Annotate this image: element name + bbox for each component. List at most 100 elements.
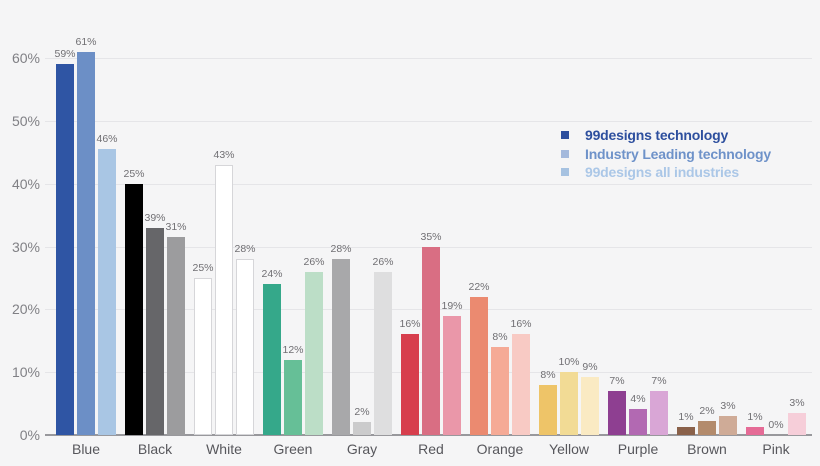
legend: 99designs technology Industry Leading te… (561, 126, 771, 182)
bar-orange-99designs-all-industries (512, 334, 530, 435)
bar-red-99designs-technology (401, 334, 419, 435)
bar-value-label: 10% (558, 356, 580, 369)
bar-slot: 25% (123, 58, 145, 435)
gridline (45, 58, 812, 59)
bar-value-label: 35% (420, 230, 442, 243)
bar-gray-99designs-technology (332, 259, 350, 435)
x-axis-category-label: White (206, 441, 242, 457)
bar-value-label: 28% (234, 243, 256, 256)
bar-value-label: 12% (282, 343, 304, 356)
x-axis-category-label: Orange (476, 441, 524, 457)
bar-slot: 3% (788, 58, 806, 435)
bar-slot: 8% (539, 58, 557, 435)
bar-value-label: 2% (354, 406, 370, 419)
bar-value-label: 25% (192, 261, 214, 274)
bar-value-label: 61% (75, 35, 97, 48)
y-axis-tick-label: 50% (11, 112, 40, 129)
bar-slot: 26% (372, 58, 394, 435)
bar-value-label: 28% (330, 243, 352, 256)
bar-green-99designs-technology (263, 284, 281, 435)
bar-value-label: 19% (441, 299, 463, 312)
legend-label: Industry Leading technology (585, 145, 771, 162)
bar-pink-99designs-technology (746, 426, 764, 435)
y-axis-tick-label: 20% (11, 301, 40, 318)
bar-yellow-99designs-technology (539, 384, 557, 435)
bar-value-label: 1% (678, 411, 694, 424)
legend-swatch-icon (561, 149, 569, 158)
bar-value-label: 7% (651, 375, 667, 388)
bar-slot: 26% (303, 58, 325, 435)
x-axis-category-label: Yellow (549, 441, 589, 457)
y-axis-tick-label: 10% (11, 364, 40, 381)
bar-brown-industry-leading-technology (698, 421, 716, 435)
bar-value-label: 43% (213, 148, 235, 161)
legend-swatch-icon (561, 168, 569, 177)
bar-value-label: 8% (540, 368, 556, 381)
bar-slot: 28% (330, 58, 352, 435)
plot-area: 59% 61% 46% Blue 25% 39% 31% Black 25% 43% 28% Whit… (54, 36, 806, 457)
bar-slot: 9% (581, 58, 599, 435)
bar-value-label: 4% (630, 392, 646, 405)
bar-slot: 7% (650, 58, 668, 435)
bar-slot: 2% (698, 58, 716, 435)
bar-orange-99designs-technology (470, 296, 488, 435)
x-axis-category-label: Gray (346, 441, 378, 457)
bar-green-99designs-all-industries (305, 271, 323, 435)
bar-gray-99designs-all-industries (374, 271, 392, 435)
bar-value-label: 8% (492, 331, 508, 344)
bar-black-99designs-all-industries (167, 237, 185, 435)
bar-value-label: 25% (123, 167, 145, 180)
bar-purple-99designs-technology (608, 391, 626, 435)
bar-group-green: 24% 12% 26% Green (261, 58, 325, 457)
bar-slot: 61% (75, 36, 97, 435)
bar-slot: 22% (468, 58, 490, 435)
bar-value-label: 24% (261, 268, 283, 281)
bar-group-red: 16% 35% 19% Red (399, 58, 463, 457)
bar-pink-99designs-all-industries (788, 413, 806, 435)
bar-slot: 28% (234, 58, 256, 435)
bar-group-purple: 7% 4% 7% Purple (608, 58, 668, 457)
y-axis-tick-label: 30% (11, 238, 40, 255)
bar-blue-99designs-technology (56, 64, 74, 435)
gridline (45, 183, 812, 185)
bar-slot: 1% (677, 58, 695, 435)
x-axis-category-label: Red (418, 441, 444, 457)
bar-white-99designs-technology (194, 277, 212, 435)
bar-slot: 2% (353, 58, 371, 435)
bar-value-label: 39% (144, 211, 166, 224)
y-axis-tick-label: 60% (11, 50, 40, 66)
bar-group-black: 25% 39% 31% Black (123, 58, 186, 457)
bar-value-label: 7% (609, 375, 625, 388)
y-axis-tick-label: 40% (11, 175, 40, 192)
bar-value-label: 9% (582, 360, 598, 373)
bar-slot: 25% (192, 58, 214, 435)
legend-label: 99designs technology (585, 127, 729, 144)
bar-yellow-industry-leading-technology (560, 372, 578, 435)
x-axis-category-label: Brown (687, 441, 727, 457)
bar-blue-99designs-all-industries (98, 149, 116, 435)
bar-slot: 59% (54, 49, 76, 435)
x-axis-category-label: Black (137, 441, 173, 457)
bar-black-99designs-technology (125, 183, 143, 435)
bar-value-label: 59% (54, 48, 76, 61)
bar-gray-industry-leading-technology (353, 422, 371, 435)
bar-slot: 10% (558, 58, 580, 435)
bar-slot: 4% (629, 58, 647, 435)
bar-group-yellow: 8% 10% 9% Yellow (539, 58, 599, 457)
bar-red-industry-leading-technology (422, 246, 440, 435)
bar-group-pink: 1% 0% 3% Pink (746, 58, 806, 457)
x-axis-category-label: Green (273, 441, 313, 457)
bar-slot: 0% (767, 58, 785, 435)
bar-slot: 16% (399, 58, 421, 435)
bar-slot: 16% (510, 58, 532, 435)
bar-purple-99designs-all-industries (650, 391, 668, 435)
y-axis-tick-label: 0% (19, 427, 40, 443)
bar-slot: 35% (420, 58, 442, 435)
bar-slot: 43% (213, 58, 235, 435)
legend-item-99designs-technology: 99designs technology (561, 126, 771, 145)
bar-value-label: 16% (510, 318, 532, 331)
bar-green-industry-leading-technology (284, 359, 302, 435)
bar-slot: 46% (96, 58, 118, 435)
bar-slot: 19% (441, 58, 463, 435)
legend-item-99designs-all-industries: 99designs all industries (561, 163, 771, 182)
